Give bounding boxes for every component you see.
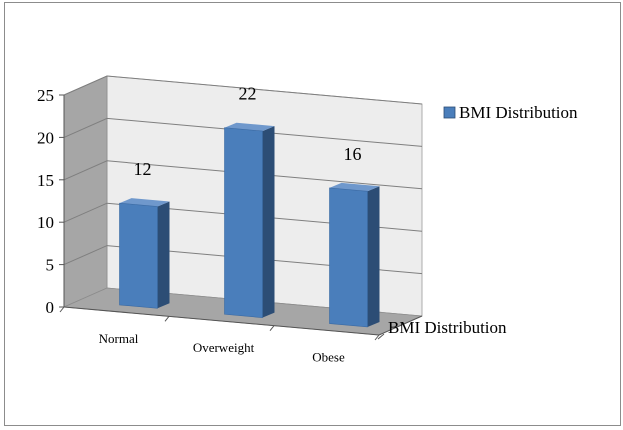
legend: BMI Distribution: [443, 103, 578, 122]
x-tick-mark: [59, 306, 65, 313]
category-label: Normal: [99, 331, 139, 346]
legend-label: BMI Distribution: [459, 103, 578, 122]
y-tick-label: 15: [37, 171, 54, 190]
data-label: 12: [134, 159, 152, 179]
bar-front: [329, 187, 368, 328]
axes: [59, 94, 423, 341]
x-tick-mark: [269, 325, 275, 331]
bar-top: [329, 182, 380, 192]
gridline: [63, 117, 423, 147]
gridline: [63, 160, 423, 190]
gridline: [63, 202, 423, 232]
data-label: 22: [239, 84, 257, 104]
bar-normal: [119, 198, 170, 309]
y-tick-label: 0: [46, 298, 55, 317]
bar-overweight: [224, 122, 275, 318]
bar-side: [262, 126, 275, 318]
category-label: Overweight: [193, 340, 255, 355]
bar-front: [119, 202, 158, 309]
depth-tick-mark: [377, 333, 385, 340]
labels: 0 5 10 15 20 25 12 Normal 22 Overweight 16 Obese: [37, 84, 362, 365]
depth-axis-line: [378, 315, 423, 336]
data-label: 16: [344, 144, 362, 164]
bar-side: [367, 186, 380, 327]
depth-axis-label: BMI Distribution: [388, 318, 507, 337]
legend-swatch: [443, 106, 456, 119]
y-tick-label: 5: [46, 256, 55, 275]
bar-top: [119, 198, 170, 207]
category-label: Obese: [312, 350, 345, 365]
side-wall: [63, 75, 108, 308]
x-tick-mark: [374, 334, 380, 341]
bar-side: [157, 201, 170, 309]
bar-top: [224, 122, 275, 132]
bar-front: [224, 127, 263, 318]
y-tick-label: 20: [37, 128, 54, 147]
gridline: [63, 75, 423, 105]
x-axis-line: [63, 306, 380, 336]
y-tick-label: 10: [37, 213, 54, 232]
y-tick-label: 25: [37, 86, 54, 105]
x-tick-mark: [164, 316, 170, 322]
gridlines: [63, 75, 423, 275]
bar-obese: [329, 182, 380, 328]
bars: [119, 122, 380, 328]
gridline: [63, 245, 423, 275]
